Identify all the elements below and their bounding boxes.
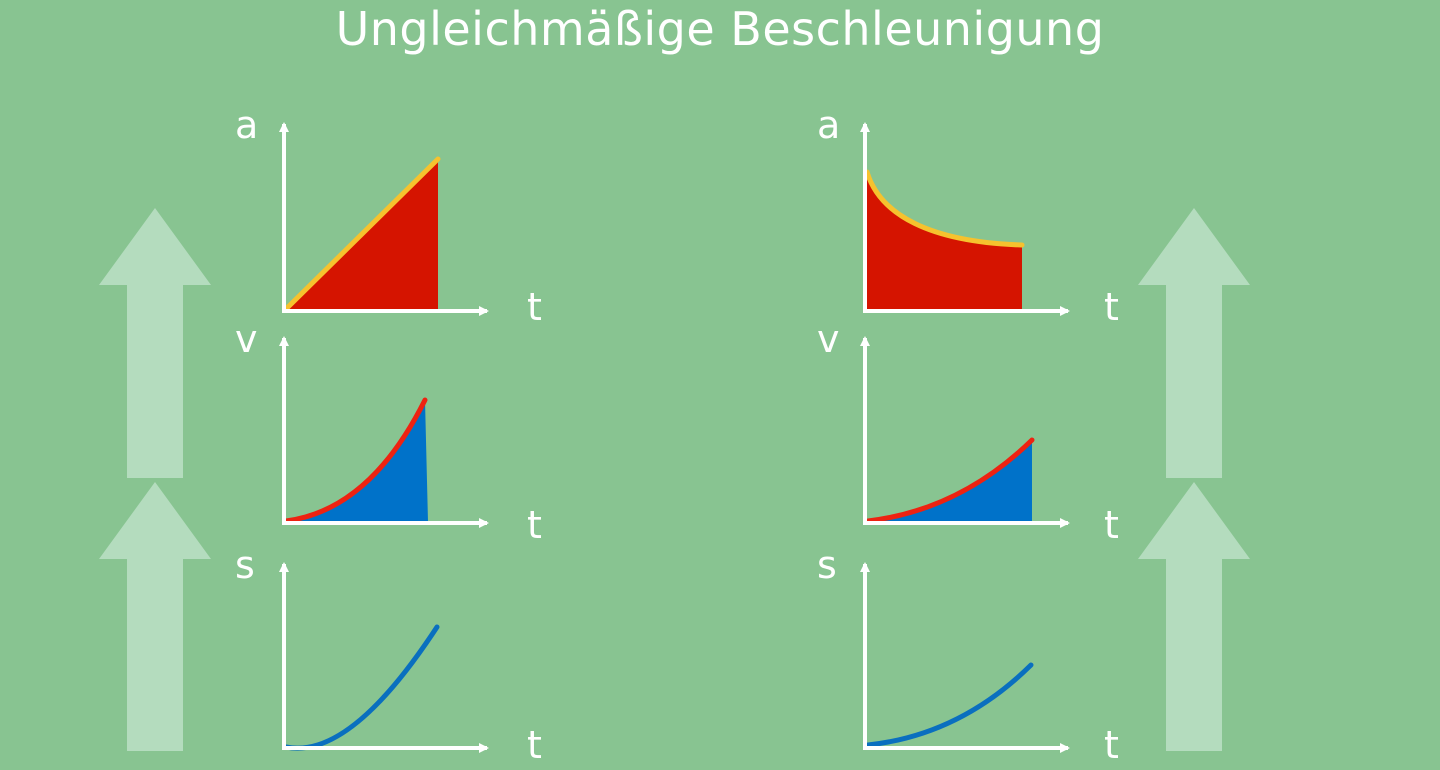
page-title: Ungleichmäßige Beschleunigung [335,2,1105,56]
left-acceleration-graph: a t [235,103,542,329]
left-upward-arrows [99,208,211,751]
left-a-t-label: t [527,285,542,329]
left-velocity-graph: v t [235,317,542,547]
right-s-axis-label: s [817,543,837,587]
left-s-axis-label: s [235,543,255,587]
right-v-area [868,440,1032,522]
right-upward-arrows [1138,208,1250,751]
left-distance-graph: s t [235,543,542,767]
left-v-t-label: t [527,503,542,547]
left-v-area [286,400,428,522]
right-arrow-bottom-icon [1138,482,1250,751]
left-v-axis-label: v [235,317,258,361]
right-velocity-graph: v t [817,317,1119,547]
right-v-axis-label: v [817,317,840,361]
left-a-curve [282,156,441,313]
left-s-curve [283,624,440,751]
right-v-t-label: t [1104,503,1119,547]
right-s-t-label: t [1104,723,1119,767]
left-v-curve [283,397,428,524]
left-s-t-label: t [527,723,542,767]
left-a-axis-label: a [235,103,258,147]
right-s-curve [865,662,1034,748]
left-arrow-bottom-icon [99,482,211,751]
right-a-curve [864,169,1025,248]
right-v-curve [865,437,1035,524]
right-a-area [867,172,1022,310]
left-arrow-top-icon [99,208,211,478]
right-distance-graph: s t [817,543,1119,767]
right-a-axis-label: a [817,103,840,147]
right-arrow-top-icon [1138,208,1250,478]
right-a-t-label: t [1104,285,1119,329]
right-acceleration-graph: a t [817,103,1119,329]
